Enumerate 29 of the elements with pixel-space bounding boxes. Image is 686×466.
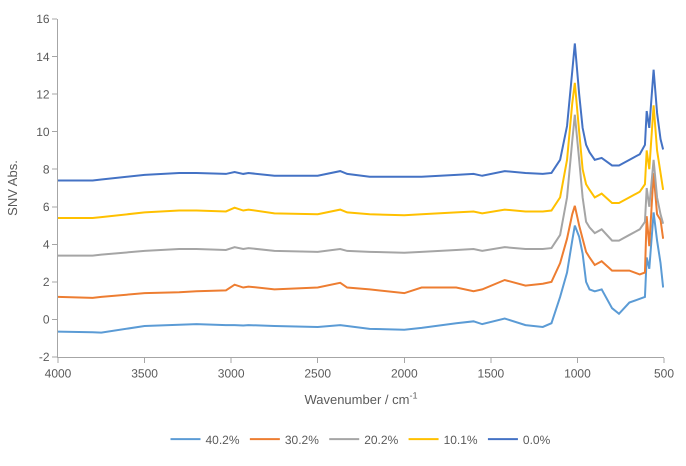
y-axis-title: SNV Abs. (5, 160, 20, 216)
legend-label: 0.0% (522, 432, 551, 447)
y-tick-label: 2 (42, 275, 50, 290)
y-tick-label: 0 (42, 312, 50, 327)
y-tick-label: 12 (36, 87, 50, 102)
y-tick-label: -2 (38, 350, 50, 364)
y-tick-label: 4 (42, 238, 50, 252)
y-tick-label: 10 (36, 124, 50, 139)
line-series (58, 172, 664, 299)
line-series (58, 42, 664, 182)
legend-label: 10.1% (444, 432, 478, 447)
x-tick-label: 3000 (218, 366, 245, 380)
line-series (58, 211, 664, 334)
x-axis-title: Wavenumber / cm$^{-1}$ (304, 390, 418, 407)
x-tick-label: 2500 (304, 366, 332, 380)
x-tick-label: 1500 (478, 366, 505, 380)
x-tick-label: 3500 (131, 366, 158, 380)
legend-label: 40.2% (206, 432, 240, 447)
legend-label: 20.2% (364, 432, 399, 447)
y-tick-label: 14 (36, 50, 50, 64)
x-tick-label: 1000 (564, 366, 592, 380)
x-tick-label: 500 (654, 366, 674, 380)
x-tick-label: 2000 (390, 366, 418, 380)
legend-label: 30.2% (284, 432, 320, 447)
y-tick-label: 8 (42, 162, 50, 176)
line-series (58, 82, 664, 220)
y-tick-label: 6 (42, 200, 50, 214)
x-tick-label: 4000 (44, 366, 72, 380)
y-tick-label: 16 (36, 12, 50, 26)
